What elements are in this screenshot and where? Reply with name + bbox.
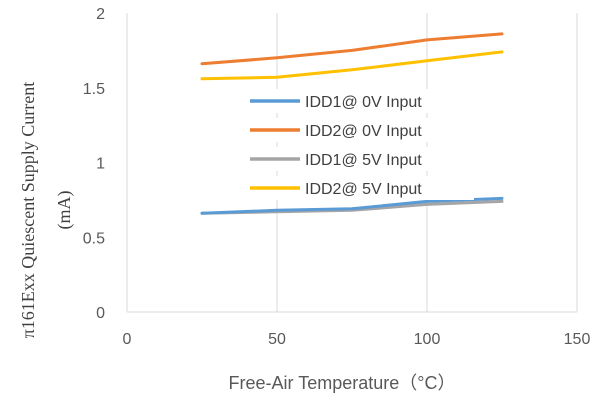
- y-tick-label: 0: [96, 305, 105, 322]
- x-tick-label: 150: [564, 331, 591, 348]
- legend: IDD1@ 0V Input IDD2@ 0V Input IDD1@ 5V Inp…: [246, 89, 474, 200]
- x-axis-title: Free-Air Temperature（°C）: [229, 373, 456, 393]
- plot-series: [200, 32, 504, 215]
- x-tick-label: 100: [414, 331, 441, 348]
- y-tick-label: 1.5: [83, 81, 105, 98]
- legend-label: IDD2@ 5V Input: [305, 181, 422, 198]
- series-line-4: [200, 50, 504, 81]
- y-tick-label: 0.5: [83, 230, 105, 247]
- y-axis-title-line2: (mA): [54, 191, 75, 230]
- legend-label: IDD1@ 5V Input: [305, 152, 422, 169]
- tick-labels: 0 50 100 150 0 0.5 1 1.5 2: [83, 6, 591, 348]
- y-tick-label: 2: [96, 6, 105, 23]
- series-line-2: [200, 32, 504, 66]
- legend-label: IDD1@ 0V Input: [305, 94, 422, 111]
- legend-label: IDD2@ 0V Input: [305, 123, 422, 140]
- y-axis-title-line1: π161Exx Quiescent Supply Current: [18, 82, 38, 339]
- series-line-1: [200, 196, 504, 215]
- x-tick-label: 50: [268, 331, 286, 348]
- x-tick-label: 0: [123, 331, 132, 348]
- y-tick-label: 1: [96, 156, 105, 173]
